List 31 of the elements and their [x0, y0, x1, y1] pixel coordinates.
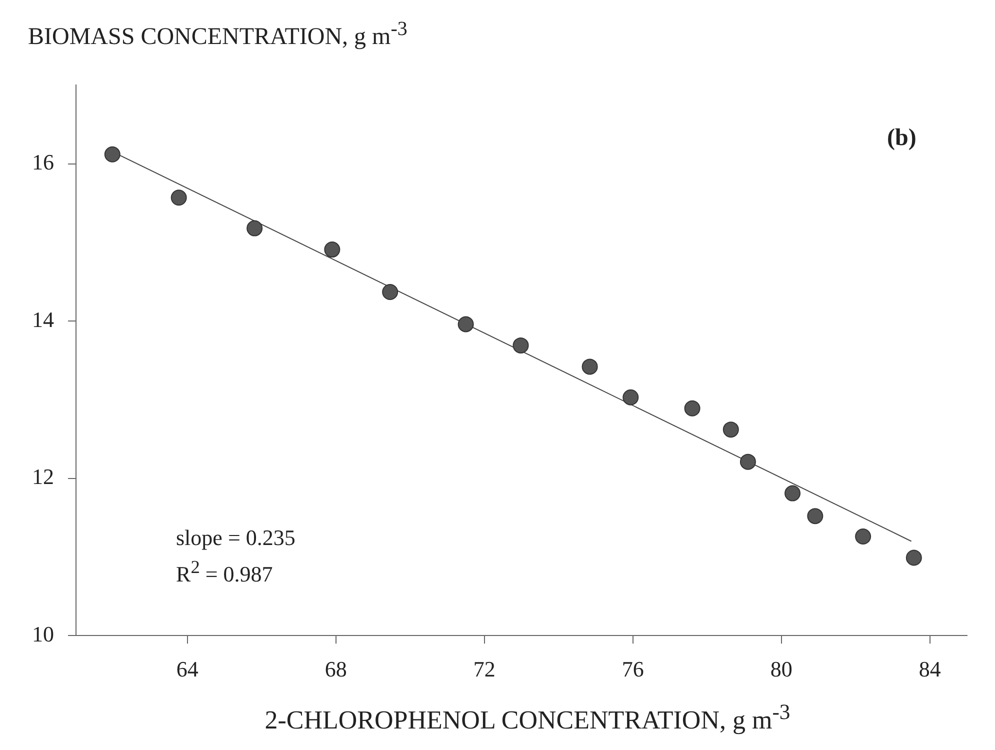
- point: [784, 485, 801, 502]
- y-tick-label: 16: [32, 150, 54, 175]
- x-tick-label: 80: [770, 656, 792, 682]
- point: [582, 358, 598, 375]
- point: [324, 242, 340, 258]
- x-tick-label: 72: [473, 656, 496, 682]
- y-axis-title: BIOMASS CONCENTRATION, g m$^{-3}$: [28, 18, 408, 51]
- point: [807, 508, 824, 524]
- point: [722, 422, 739, 438]
- point: [458, 316, 474, 332]
- point: [104, 146, 120, 162]
- x-tick-label: 76: [622, 656, 644, 682]
- x-tick-label: 64: [176, 656, 198, 682]
- point: [684, 400, 700, 416]
- annotation: (b): [887, 125, 916, 152]
- point: [512, 337, 529, 354]
- x-tick-label: 84: [918, 656, 941, 682]
- point: [170, 190, 187, 206]
- y-tick-label: 12: [32, 464, 54, 490]
- point: [855, 528, 872, 545]
- annotation: R$^{2}$ = 0.987: [176, 557, 273, 588]
- x-axis-title: 2-CHLOROPHENOL CONCENTRATION, g m$^{-3}$: [264, 700, 792, 736]
- x-tick-label: 68: [324, 656, 347, 682]
- point: [906, 550, 922, 566]
- point: [622, 389, 639, 406]
- point: [382, 284, 398, 300]
- annotation: slope = 0.235: [176, 525, 296, 552]
- y-tick-label: 10: [32, 621, 54, 646]
- point: [740, 454, 756, 470]
- y-tick-label: 14: [32, 306, 54, 332]
- point: [246, 220, 263, 236]
